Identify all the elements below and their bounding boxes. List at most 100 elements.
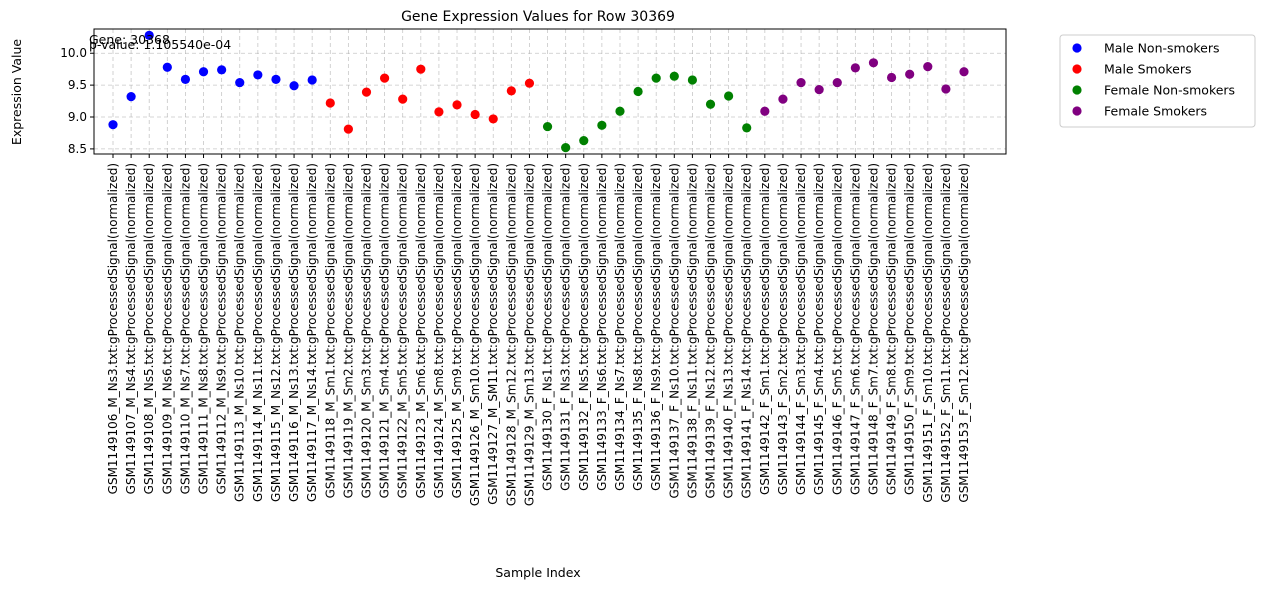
x-tick-label: GSM1149128_M_Sm12.txt:gProcessedSignal(n… [504, 163, 518, 506]
legend: Male Non-smokers Male Smokers Female Non-s… [1059, 34, 1256, 128]
data-point [198, 67, 209, 77]
legend-label: Female Non-smokers [1104, 83, 1235, 98]
data-point [814, 84, 824, 95]
x-tick-label: GSM1149153_F_Sm12.txt:gProcessedSignal(n… [957, 163, 971, 503]
x-tick-label: GSM1149116_M_Ns13.txt:gProcessedSignal(n… [287, 163, 301, 502]
y-axis-label: Expression Value [9, 39, 24, 145]
x-tick-label: GSM1149115_M_Ns12.txt:gProcessedSignal(n… [269, 163, 283, 502]
data-point [760, 106, 770, 116]
x-tick-label: GSM1149134_F_Ns7.txt:gProcessedSignal(no… [613, 163, 627, 491]
legend-marker [1072, 85, 1082, 95]
y-axis: 8.5 9.0 9.5 10.0 [60, 46, 94, 156]
x-tick-label: GSM1149143_F_Sm2.txt:gProcessedSignal(no… [776, 163, 790, 495]
x-tick-label: GSM1149140_F_Ns13.txt:gProcessedSignal(n… [722, 163, 736, 499]
data-point [452, 100, 462, 110]
p-value-annotation: p-value: 1.105540e-04 [89, 37, 231, 52]
data-point [724, 91, 734, 101]
data-point [307, 75, 317, 85]
data-point [361, 87, 372, 97]
y-tick-label: 9.0 [68, 110, 87, 124]
x-tick-label: GSM1149138_F_Ns11.txt:gProcessedSignal(n… [685, 163, 699, 499]
data-point [289, 81, 299, 91]
x-tick-label: GSM1149119_M_Sm2.txt:gProcessedSignal(no… [341, 163, 355, 498]
x-tick-label: GSM1149113_M_Ns10.txt:gProcessedSignal(n… [233, 163, 247, 502]
data-point [271, 74, 281, 84]
x-axis: GSM1149106_M_Ns3.txt:gProcessedSignal(no… [106, 154, 971, 506]
x-tick-label: GSM1149106_M_Ns3.txt:gProcessedSignal(no… [106, 163, 120, 494]
data-point [941, 84, 951, 94]
x-tick-label: GSM1149130_F_Ns1.txt:gProcessedSignal(no… [541, 163, 555, 491]
data-point [162, 62, 172, 72]
x-tick-label: GSM1149139_F_Ns12.txt:gProcessedSignal(n… [704, 163, 718, 499]
data-point [832, 77, 842, 88]
data-point [470, 109, 480, 120]
data-point [217, 65, 227, 75]
data-point [542, 121, 553, 132]
x-tick-label: GSM1149132_F_Ns5.txt:gProcessedSignal(no… [577, 163, 591, 491]
data-point [325, 98, 335, 108]
data-point [561, 143, 571, 153]
x-tick-label: GSM1149118_M_Sm1.txt:gProcessedSignal(no… [323, 163, 337, 498]
data-point [597, 120, 607, 130]
x-axis-label: Sample Index [495, 565, 580, 580]
data-point [886, 72, 897, 83]
data-point [524, 78, 535, 88]
x-tick-label: GSM1149150_F_Sm9.txt:gProcessedSignal(no… [903, 163, 917, 495]
data-point [615, 106, 625, 116]
y-tick-label: 10.0 [60, 46, 87, 60]
data-point [343, 124, 353, 134]
data-point [379, 73, 390, 83]
data-point [742, 123, 752, 133]
x-tick-label: GSM1149131_F_Ns3.txt:gProcessedSignal(no… [559, 163, 573, 491]
x-tick-label: GSM1149141_F_Ns14.txt:gProcessedSignal(n… [740, 163, 754, 499]
data-point [253, 70, 263, 80]
data-point [144, 30, 154, 40]
x-tick-label: GSM1149151_F_Sm10.txt:gProcessedSignal(n… [921, 163, 935, 503]
data-point [180, 74, 191, 84]
plot-frame [93, 28, 1007, 155]
data-point [705, 99, 716, 109]
data-points [108, 30, 969, 153]
x-tick-label: GSM1149109_M_Ns6.txt:gProcessedSignal(no… [160, 163, 174, 494]
y-tick-label: 8.5 [68, 142, 87, 156]
data-point [235, 77, 245, 88]
data-point [488, 114, 498, 124]
legend-marker [1072, 43, 1082, 53]
x-tick-label: GSM1149127_M_SM11.txt:gProcessedSignal(n… [486, 163, 500, 505]
legend-label: Male Smokers [1104, 62, 1191, 77]
x-tick-label: GSM1149145_F_Sm4.txt:gProcessedSignal(no… [812, 163, 826, 495]
x-tick-label: GSM1149149_F_Sm8.txt:gProcessedSignal(no… [885, 163, 899, 495]
data-point [126, 92, 136, 102]
data-point [633, 86, 643, 97]
data-point [687, 75, 698, 85]
x-tick-label: GSM1149122_M_Sm5.txt:gProcessedSignal(no… [396, 163, 410, 498]
x-tick-label: GSM1149146_F_Sm5.txt:gProcessedSignal(no… [830, 163, 844, 495]
data-point [868, 58, 879, 68]
data-point [669, 71, 679, 81]
x-tick-label: GSM1149110_M_Ns7.txt:gProcessedSignal(no… [178, 163, 192, 494]
legend-marker [1072, 64, 1082, 74]
data-point [108, 120, 118, 130]
grid [94, 29, 1006, 154]
data-point [778, 94, 788, 104]
x-tick-label: GSM1149124_M_Sm8.txt:gProcessedSignal(no… [432, 163, 446, 498]
x-tick-label: GSM1149117_M_Ns14.txt:gProcessedSignal(n… [305, 163, 319, 502]
x-tick-label: GSM1149133_F_Ns6.txt:gProcessedSignal(no… [595, 163, 609, 491]
x-tick-label: GSM1149126_M_Sm10.txt:gProcessedSignal(n… [468, 163, 482, 506]
data-point [398, 94, 408, 104]
x-tick-label: GSM1149114_M_Ns11.txt:gProcessedSignal(n… [251, 163, 265, 502]
data-point [959, 67, 969, 77]
data-point [579, 136, 589, 146]
x-tick-label: GSM1149121_M_Sm4.txt:gProcessedSignal(no… [378, 163, 392, 498]
legend-label: Male Non-smokers [1104, 41, 1220, 56]
data-point [416, 64, 426, 74]
legend-label: Female Smokers [1104, 104, 1207, 119]
x-tick-label: GSM1149125_M_Sm9.txt:gProcessedSignal(no… [450, 163, 464, 498]
x-tick-label: GSM1149111_M_Ns8.txt:gProcessedSignal(no… [197, 163, 211, 494]
x-tick-label: GSM1149137_F_Ns10.txt:gProcessedSignal(n… [667, 163, 681, 499]
data-point [434, 107, 444, 117]
legend-box [1059, 34, 1256, 128]
x-tick-label: GSM1149120_M_Sm3.txt:gProcessedSignal(no… [359, 163, 373, 498]
x-tick-label: GSM1149129_M_Sm13.txt:gProcessedSignal(n… [522, 163, 536, 506]
